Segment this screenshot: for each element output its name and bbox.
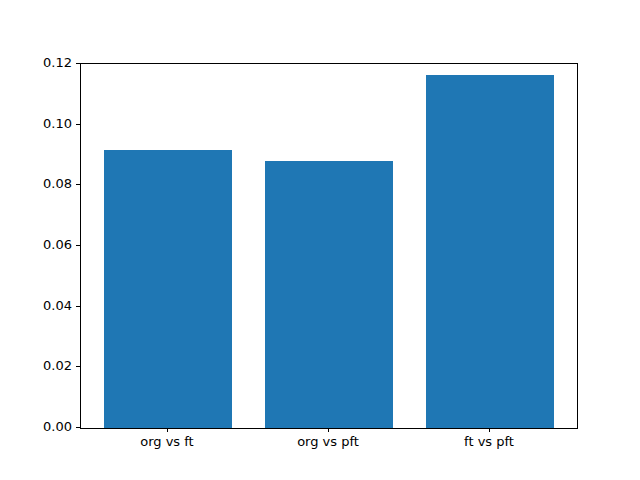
y-axis-tick [76, 306, 80, 307]
x-axis-tick [328, 428, 329, 432]
y-axis-tick-label: 0.00 [0, 419, 72, 435]
y-axis-tick-label: 0.04 [0, 298, 72, 314]
bar-ft-vs-pft [426, 75, 555, 428]
y-axis-tick-label: 0.06 [0, 237, 72, 253]
y-axis-tick [76, 245, 80, 246]
x-axis-tick [489, 428, 490, 432]
y-axis-tick [76, 124, 80, 125]
x-axis-tick-label: org vs ft [97, 434, 237, 450]
figure: 0.00 0.02 0.04 0.06 0.08 0.10 0.12 org vs ft or… [0, 0, 640, 480]
y-axis-tick-label: 0.08 [0, 176, 72, 192]
y-axis-tick [76, 63, 80, 64]
y-axis-tick [76, 366, 80, 367]
bar-org-vs-ft [104, 150, 233, 428]
x-axis-tick-label: org vs pft [258, 434, 398, 450]
y-axis-tick-label: 0.10 [0, 116, 72, 132]
y-axis-tick-label: 0.02 [0, 358, 72, 374]
y-axis-tick-label: 0.12 [0, 55, 72, 71]
y-axis-tick [76, 184, 80, 185]
plot-area [80, 63, 578, 429]
bar-org-vs-pft [265, 161, 394, 428]
y-axis-tick [76, 427, 80, 428]
x-axis-tick [167, 428, 168, 432]
x-axis-tick-label: ft vs pft [419, 434, 559, 450]
